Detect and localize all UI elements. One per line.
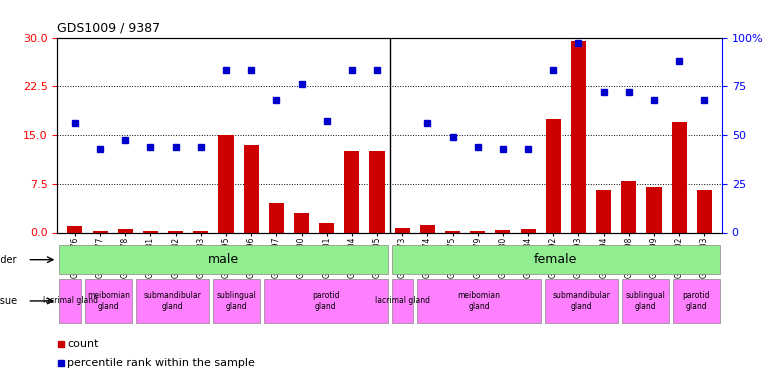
Bar	[92, 231, 108, 232]
Bar	[370, 151, 384, 232]
Text: count: count	[67, 339, 99, 349]
Bar	[319, 223, 335, 232]
Bar	[571, 41, 586, 232]
Bar	[244, 145, 259, 232]
Bar	[118, 229, 133, 232]
Bar	[294, 213, 309, 232]
Text: tissue: tissue	[0, 296, 18, 306]
Bar	[545, 279, 618, 323]
Bar	[264, 279, 387, 323]
Bar	[673, 279, 720, 323]
Bar	[646, 187, 662, 232]
Text: submandibular
gland: submandibular gland	[552, 291, 610, 310]
Bar	[395, 228, 410, 232]
Text: parotid
gland: parotid gland	[312, 291, 339, 310]
Text: sublingual
gland: sublingual gland	[626, 291, 665, 310]
Bar	[545, 119, 561, 232]
Bar	[392, 279, 413, 323]
Text: percentile rank within the sample: percentile rank within the sample	[67, 358, 255, 368]
Bar	[596, 190, 611, 232]
Text: gender: gender	[0, 255, 18, 265]
Text: lacrimal gland: lacrimal gland	[43, 296, 98, 305]
Bar	[219, 135, 234, 232]
Bar	[269, 203, 284, 232]
Text: GDS1009 / 9387: GDS1009 / 9387	[57, 22, 160, 35]
Text: sublingual
gland: sublingual gland	[216, 291, 256, 310]
Bar	[697, 190, 712, 232]
Bar	[420, 225, 435, 232]
Bar	[622, 279, 668, 323]
Bar	[60, 279, 81, 323]
Bar	[67, 226, 83, 232]
Bar	[143, 231, 158, 232]
Bar	[621, 180, 636, 232]
Bar	[392, 245, 720, 274]
Bar	[445, 231, 460, 232]
Text: submandibular
gland: submandibular gland	[144, 291, 201, 310]
Bar	[345, 151, 359, 232]
Bar	[212, 279, 260, 323]
Bar	[168, 231, 183, 232]
Bar	[60, 245, 387, 274]
Bar	[85, 279, 132, 323]
Text: male: male	[208, 253, 239, 266]
Bar	[495, 230, 510, 232]
Bar	[136, 279, 209, 323]
Text: female: female	[534, 253, 578, 266]
Text: meibomian
gland: meibomian gland	[87, 291, 130, 310]
Text: meibomian
gland: meibomian gland	[458, 291, 500, 310]
Text: lacrimal gland: lacrimal gland	[375, 296, 430, 305]
Bar	[193, 231, 209, 232]
Bar	[520, 229, 536, 232]
Text: parotid
gland: parotid gland	[682, 291, 711, 310]
Bar	[417, 279, 541, 323]
Bar	[672, 122, 687, 232]
Bar	[470, 231, 485, 232]
